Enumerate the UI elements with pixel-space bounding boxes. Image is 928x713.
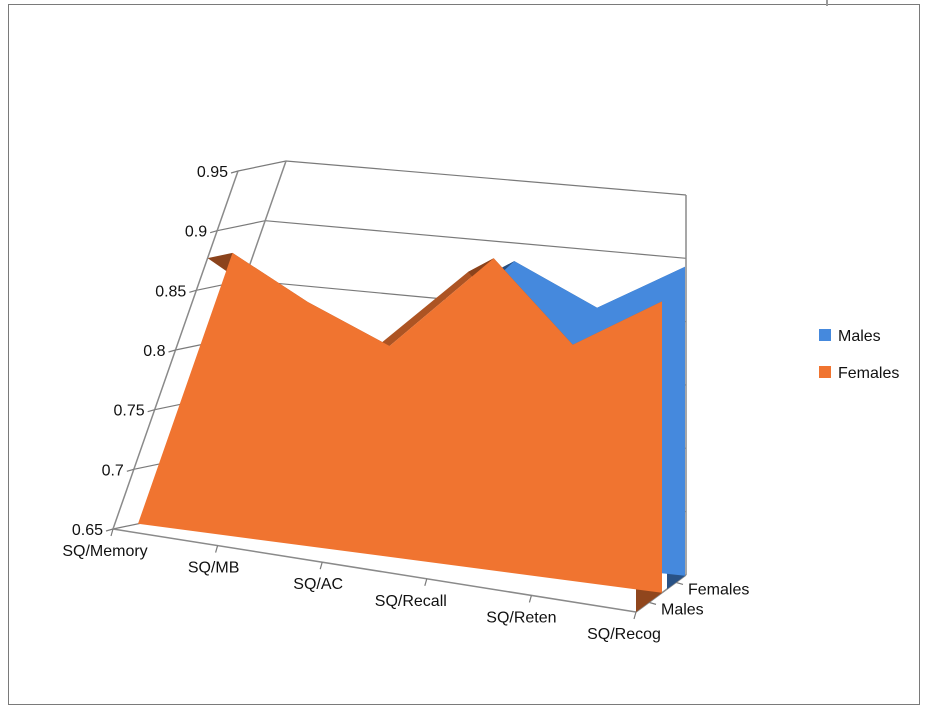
x-tick-label: SQ/Recall [375,593,447,610]
x-tick-label: SQ/MB [188,560,240,577]
depth-tick [675,581,684,585]
x-tick [633,611,637,620]
x-tick [110,528,114,537]
legend-item-females[interactable]: Females [819,365,899,382]
depth-axis: Females Males [648,581,749,618]
depth-tick-label: Males [661,601,704,618]
x-tick [528,595,532,603]
x-tick-label: SQ/Recog [587,626,661,643]
x-axis: SQ/Memory SQ/MB SQ/AC SQ/Recall SQ/Reten SQ/R… [62,528,661,643]
area-front-females [138,252,662,593]
x-tick-label: SQ/Memory [62,543,147,560]
y-axis: 0.65 0.7 0.75 0.8 0.85 0.9 0.95 [72,164,239,539]
x-tick [319,562,323,570]
depth-tick [648,601,657,605]
y-tick-label: 0.8 [143,343,165,360]
y-tick [168,349,176,353]
y-tick [210,230,218,234]
y-tick [105,528,114,532]
y-tick-label: 0.65 [72,522,103,539]
y-tick-label: 0.85 [155,283,186,300]
y-tick-label: 0.95 [197,164,228,181]
x-tick-label: SQ/Reten [486,609,556,626]
floor-front-edge [112,528,637,613]
frame-divider [826,0,828,6]
y-tick [126,468,134,472]
depth-tick-label: Females [688,581,749,598]
legend-item-males[interactable]: Males [819,328,881,345]
legend-label-females: Females [838,365,899,382]
y-tick [230,170,239,174]
gridline [217,220,687,259]
area-top-females [364,258,494,357]
x-tick [424,578,428,586]
gridline [237,160,687,196]
y-tick-label: 0.7 [102,462,124,479]
x-tick-label: SQ/AC [293,576,343,593]
legend-swatch-males [819,329,831,341]
legend-label-males: Males [838,328,881,345]
y-tick-label: 0.75 [114,403,145,420]
legend-swatch-females [819,366,831,378]
y-tick [189,289,197,293]
y-tick [147,409,155,413]
series-males [138,252,662,612]
x-tick [215,545,219,553]
y-tick-label: 0.9 [185,224,207,241]
legend: Males Females [819,328,899,382]
